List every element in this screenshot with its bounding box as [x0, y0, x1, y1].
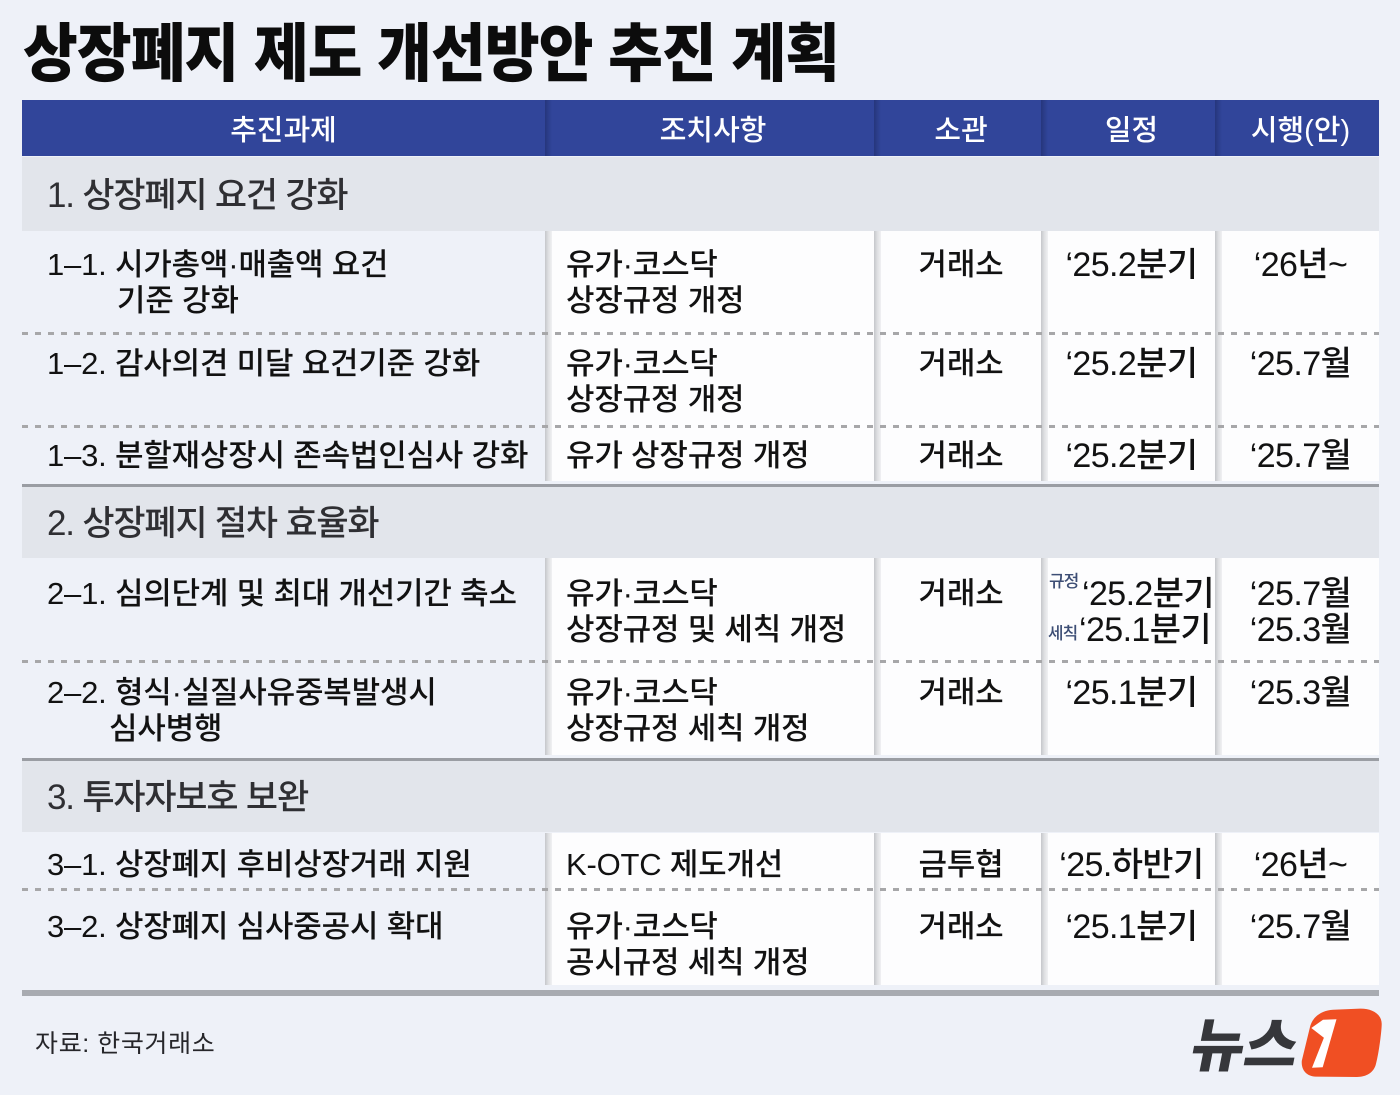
svg-text:뉴스: 뉴스: [1186, 1014, 1305, 1078]
